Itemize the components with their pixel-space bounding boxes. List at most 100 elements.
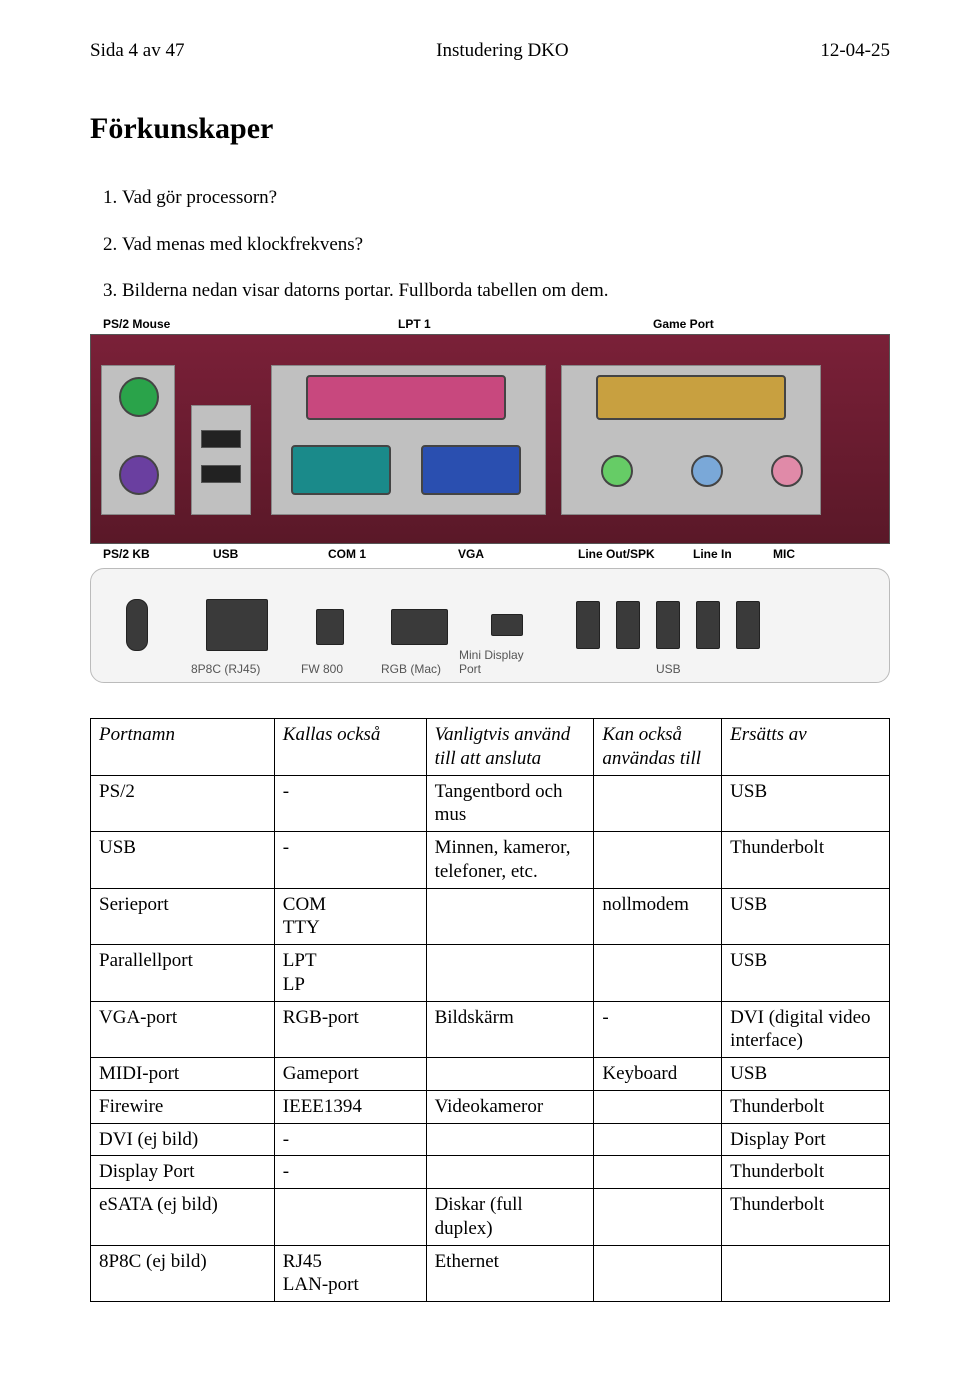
table-cell	[426, 1123, 594, 1156]
table-cell: PS/2	[91, 775, 275, 832]
table-cell	[594, 1123, 722, 1156]
lineout-label: Line Out/SPK	[576, 547, 657, 561]
gameport-label: Game Port	[651, 317, 716, 331]
vga-port	[421, 445, 521, 495]
page-header: Sida 4 av 47 Instudering DKO 12-04-25	[90, 40, 890, 62]
table-cell: RJ45LAN-port	[274, 1245, 426, 1302]
table-cell: Parallellport	[91, 945, 275, 1002]
ps2-kb-label: PS/2 KB	[101, 547, 152, 561]
table-cell: -	[274, 832, 426, 889]
table-cell	[274, 1189, 426, 1246]
table-cell: VGA-port	[91, 1001, 275, 1058]
table-cell: COMTTY	[274, 888, 426, 945]
usb2-port-2	[616, 601, 640, 649]
table-cell: Thunderbolt	[722, 1156, 890, 1189]
ps2-kb-port	[119, 455, 159, 495]
table-cell: USB	[91, 832, 275, 889]
table-cell	[594, 832, 722, 889]
table-cell: Tangentbord och mus	[426, 775, 594, 832]
table-cell: Diskar (full duplex)	[426, 1189, 594, 1246]
ports-table: Portnamn Kallas också Vanligtvis använd …	[90, 718, 890, 1302]
ps2-mouse-label: PS/2 Mouse	[101, 317, 172, 331]
table-cell: Thunderbolt	[722, 832, 890, 889]
power-port	[126, 599, 148, 651]
table-cell: Gameport	[274, 1058, 426, 1091]
table-header-row: Portnamn Kallas också Vanligtvis använd …	[91, 719, 890, 776]
table-cell	[594, 1090, 722, 1123]
table-cell	[594, 945, 722, 1002]
rgb-mac-label: RGB (Mac)	[381, 662, 441, 676]
table-cell: -	[274, 1156, 426, 1189]
header-right: 12-04-25	[820, 40, 890, 62]
table-cell	[426, 945, 594, 1002]
audio-in	[691, 455, 723, 487]
question-item: Bilderna nedan visar datorns portar. Ful…	[122, 279, 890, 304]
table-body: PS/2-Tangentbord och musUSBUSB-Minnen, k…	[91, 775, 890, 1302]
usb2-port-1	[576, 601, 600, 649]
usb2-port-3	[656, 601, 680, 649]
metal-plate-2	[191, 405, 251, 515]
table-row: ParallellportLPTLPUSB	[91, 945, 890, 1002]
table-row: MIDI-portGameportKeyboardUSB	[91, 1058, 890, 1091]
usb2-port-4	[696, 601, 720, 649]
usb-label: USB	[211, 547, 240, 561]
lpt1-label: LPT 1	[396, 317, 433, 331]
lpt1-port	[306, 375, 506, 420]
table-cell: Serieport	[91, 888, 275, 945]
table-header: Ersätts av	[722, 719, 890, 776]
ps2-mouse-port	[119, 377, 159, 417]
table-cell	[426, 888, 594, 945]
motherboard-ports-image: PS/2 Mouse LPT 1 Game Port PS/2 KB USB C…	[90, 334, 890, 544]
table-cell: USB	[722, 1058, 890, 1091]
table-row: SerieportCOMTTYnollmodemUSB	[91, 888, 890, 945]
mini-dp-label-top: Mini Display	[459, 648, 524, 662]
audio-mic	[771, 455, 803, 487]
table-cell: Thunderbolt	[722, 1189, 890, 1246]
table-cell: Firewire	[91, 1090, 275, 1123]
table-cell: eSATA (ej bild)	[91, 1189, 275, 1246]
table-cell: nollmodem	[594, 888, 722, 945]
fw800-port	[316, 609, 344, 645]
table-cell: DVI (ej bild)	[91, 1123, 275, 1156]
page-title: Förkunskaper	[90, 112, 890, 146]
header-left: Sida 4 av 47	[90, 40, 184, 62]
table-row: eSATA (ej bild) Diskar (full duplex) Thund…	[91, 1189, 890, 1246]
table-cell: MIDI-port	[91, 1058, 275, 1091]
com1-label: COM 1	[326, 547, 368, 561]
usb2-port-5	[736, 601, 760, 649]
usb-port-b	[201, 465, 241, 483]
question-item: Vad menas med klockfrekvens?	[122, 233, 890, 258]
mini-dp-label-bottom: Port	[459, 662, 481, 676]
table-cell	[594, 1245, 722, 1302]
table-cell	[426, 1058, 594, 1091]
table-cell	[594, 1189, 722, 1246]
table-cell: USB	[722, 775, 890, 832]
table-header: Kallas också	[274, 719, 426, 776]
table-cell: Display Port	[91, 1156, 275, 1189]
com1-port	[291, 445, 391, 495]
table-cell: -	[274, 1123, 426, 1156]
table-cell	[722, 1245, 890, 1302]
table-row: Display Port- Thunderbolt	[91, 1156, 890, 1189]
table-cell	[594, 1156, 722, 1189]
rj45-label: 8P8C (RJ45)	[191, 662, 260, 676]
table-cell: RGB-port	[274, 1001, 426, 1058]
table-cell: Ethernet	[426, 1245, 594, 1302]
table-cell	[594, 775, 722, 832]
table-cell: LPTLP	[274, 945, 426, 1002]
table-header: Portnamn	[91, 719, 275, 776]
usb-port-a	[201, 430, 241, 448]
audio-out	[601, 455, 633, 487]
questions-list: Vad gör processorn? Vad menas med klockf…	[90, 186, 890, 304]
rj45-port	[206, 599, 268, 651]
table-cell: -	[594, 1001, 722, 1058]
usb2-label: USB	[656, 662, 681, 676]
mic-label: MIC	[771, 547, 797, 561]
fw800-label: FW 800	[301, 662, 343, 676]
table-cell: Bildskärm	[426, 1001, 594, 1058]
linein-label: Line In	[691, 547, 734, 561]
question-item: Vad gör processorn?	[122, 186, 890, 211]
table-header: Vanligtvis använd till att ansluta	[426, 719, 594, 776]
table-row: PS/2-Tangentbord och musUSB	[91, 775, 890, 832]
table-row: 8P8C (ej bild)RJ45LAN-portEthernet	[91, 1245, 890, 1302]
